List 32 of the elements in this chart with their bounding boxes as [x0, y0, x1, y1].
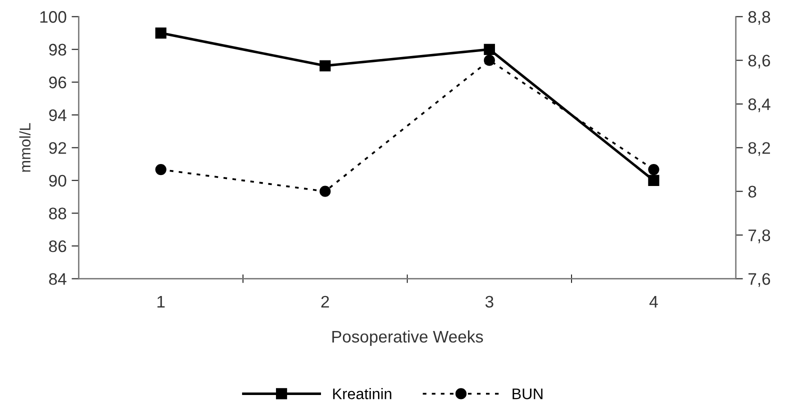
y2-tick-label: 7,6 — [748, 273, 770, 287]
y2-tick-label: 8,2 — [748, 142, 770, 156]
point — [155, 27, 166, 39]
y-tick-label: 100 — [40, 11, 66, 23]
y-tick-label: 94 — [49, 109, 66, 122]
y-tick-label: 92 — [49, 142, 66, 154]
point — [155, 164, 166, 176]
y2-tick-label: 8,6 — [748, 54, 770, 68]
point — [648, 174, 660, 186]
point — [320, 60, 331, 72]
y-tick-label: 98 — [49, 44, 66, 56]
x-tick-label: 3 — [485, 296, 494, 308]
point — [484, 44, 495, 55]
y-axis-title: mmol/L — [19, 123, 31, 172]
point — [320, 186, 331, 197]
x-tick-label: 4 — [649, 296, 658, 308]
y2-tick-label: 7,8 — [748, 229, 770, 244]
legend-label: Kreatinin — [333, 388, 392, 400]
x-tick-label: 1 — [157, 296, 165, 308]
y2-tick-label: 8,8 — [748, 11, 770, 25]
x-tick-label: 2 — [321, 296, 329, 308]
y2-tick-label: 8 — [748, 186, 756, 198]
y-tick-label: 84 — [49, 273, 66, 285]
legend-label: BUN — [512, 388, 542, 400]
y-tick-label: 86 — [49, 240, 66, 252]
y2-tick-label: 8,4 — [748, 98, 770, 112]
x-axis-title: Posoperative Weeks — [332, 330, 483, 346]
point — [648, 164, 660, 176]
y-tick-label: 90 — [49, 174, 66, 187]
point — [484, 54, 495, 66]
y-tick-label: 88 — [49, 208, 66, 220]
y-tick-label: 96 — [49, 76, 66, 88]
